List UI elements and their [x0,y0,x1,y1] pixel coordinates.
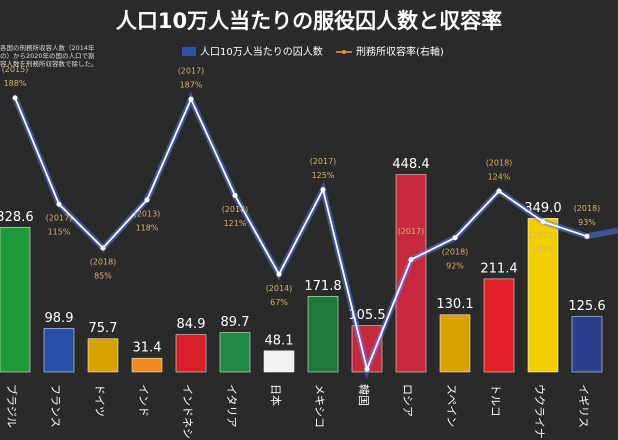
line-point [56,201,62,207]
x-tick-label: インド [137,384,150,417]
year-label: (2011) [530,231,557,240]
legend-swatch [182,47,196,56]
x-tick-label: ブラジル [5,384,19,428]
x-tick-label: イタリア [225,384,238,428]
x-tick-label: メキシコ [313,384,326,428]
x-tick-label: トルコ [489,384,502,417]
bar [483,278,515,373]
legend-label: 人口10万人当たりの囚人数 [200,45,323,58]
data-label: 75.7 [89,321,118,336]
year-label: (2017) [398,227,425,236]
year-label: (2017) [178,67,205,76]
note: の）から2020年の国の人口で割 [0,51,95,60]
data-label: 211.4 [480,261,517,276]
x-tick-label: ドイツ [93,384,106,417]
data-label: 118% [136,223,159,232]
data-label: 187% [180,81,203,90]
data-label: 98.9 [45,311,74,326]
data-label: 92% [446,261,464,270]
x-tick-label: イギリス [577,384,590,428]
line-point [276,271,282,277]
bar [263,350,295,373]
x-tick-label: ロシア [401,384,414,417]
bar [439,314,471,373]
year-label: (2015) [2,65,29,74]
line-point [144,197,150,203]
line-point [584,233,590,239]
bar [131,357,163,373]
data-label: 328.6 [0,210,34,225]
legend-swatch [342,50,346,54]
data-label: 48.1 [265,333,294,348]
line-point [540,219,546,225]
year-label: (2018) [486,159,513,168]
line-point [452,235,458,241]
data-label: 103% [532,245,555,254]
data-label: 84.9 [177,317,206,332]
data-label: 188% [4,79,27,88]
bar [87,338,119,373]
year-label: (2018) [222,205,249,214]
data-label: 125.6 [568,299,605,314]
year-label: (2014) [266,284,293,293]
year-label: (2013) [134,209,161,218]
note: 容人数を刑務所収容数で除した。 [0,59,98,68]
x-tick-label: インドネシア [181,384,194,440]
note: 各国の刑務所収容人数（2014年 [0,43,95,52]
year-label: (2018) [442,247,469,256]
data-label: 93% [578,218,596,227]
line-point [12,95,18,101]
data-label: 171.8 [304,279,341,294]
bar [43,328,75,373]
year-label: (2018) [574,204,601,213]
x-tick-label: スペイン [445,384,458,427]
line-point [364,366,370,372]
data-label: 115% [48,228,71,237]
x-tick-label: 韓国 [357,384,370,406]
line [14,96,588,373]
bar [219,332,251,373]
data-label: 121% [224,219,247,228]
line-point [496,188,502,194]
chart-title: 人口10万人当たりの服役囚人数と収容率 [116,9,502,33]
bar [0,227,31,373]
bar [307,296,339,373]
x-tick-label: ウクライナ [533,384,546,439]
data-label: 85% [94,271,112,280]
data-label: 31.4 [133,341,162,356]
line-point [408,257,414,263]
data-label: 130.1 [436,297,473,312]
line-point [320,187,326,193]
bar [527,218,559,373]
data-label: 89.7 [221,315,250,330]
line-point [188,96,194,102]
data-label: 124% [488,173,511,182]
year-label: (2017) [46,214,73,223]
year-label: (2018) [90,257,117,266]
data-label: 448.4 [392,157,429,172]
x-tick-label: 日本 [269,384,283,406]
bar [175,334,207,373]
data-label: 125% [312,171,335,180]
line-point [232,192,238,198]
legend-label: 刑務所収容率(右軸) [356,45,444,58]
bar [571,316,603,373]
line-point [100,245,106,251]
bar [395,174,427,373]
data-label: 67% [270,298,288,307]
year-label: (2017) [310,157,337,166]
x-tick-label: フランス [49,384,62,428]
